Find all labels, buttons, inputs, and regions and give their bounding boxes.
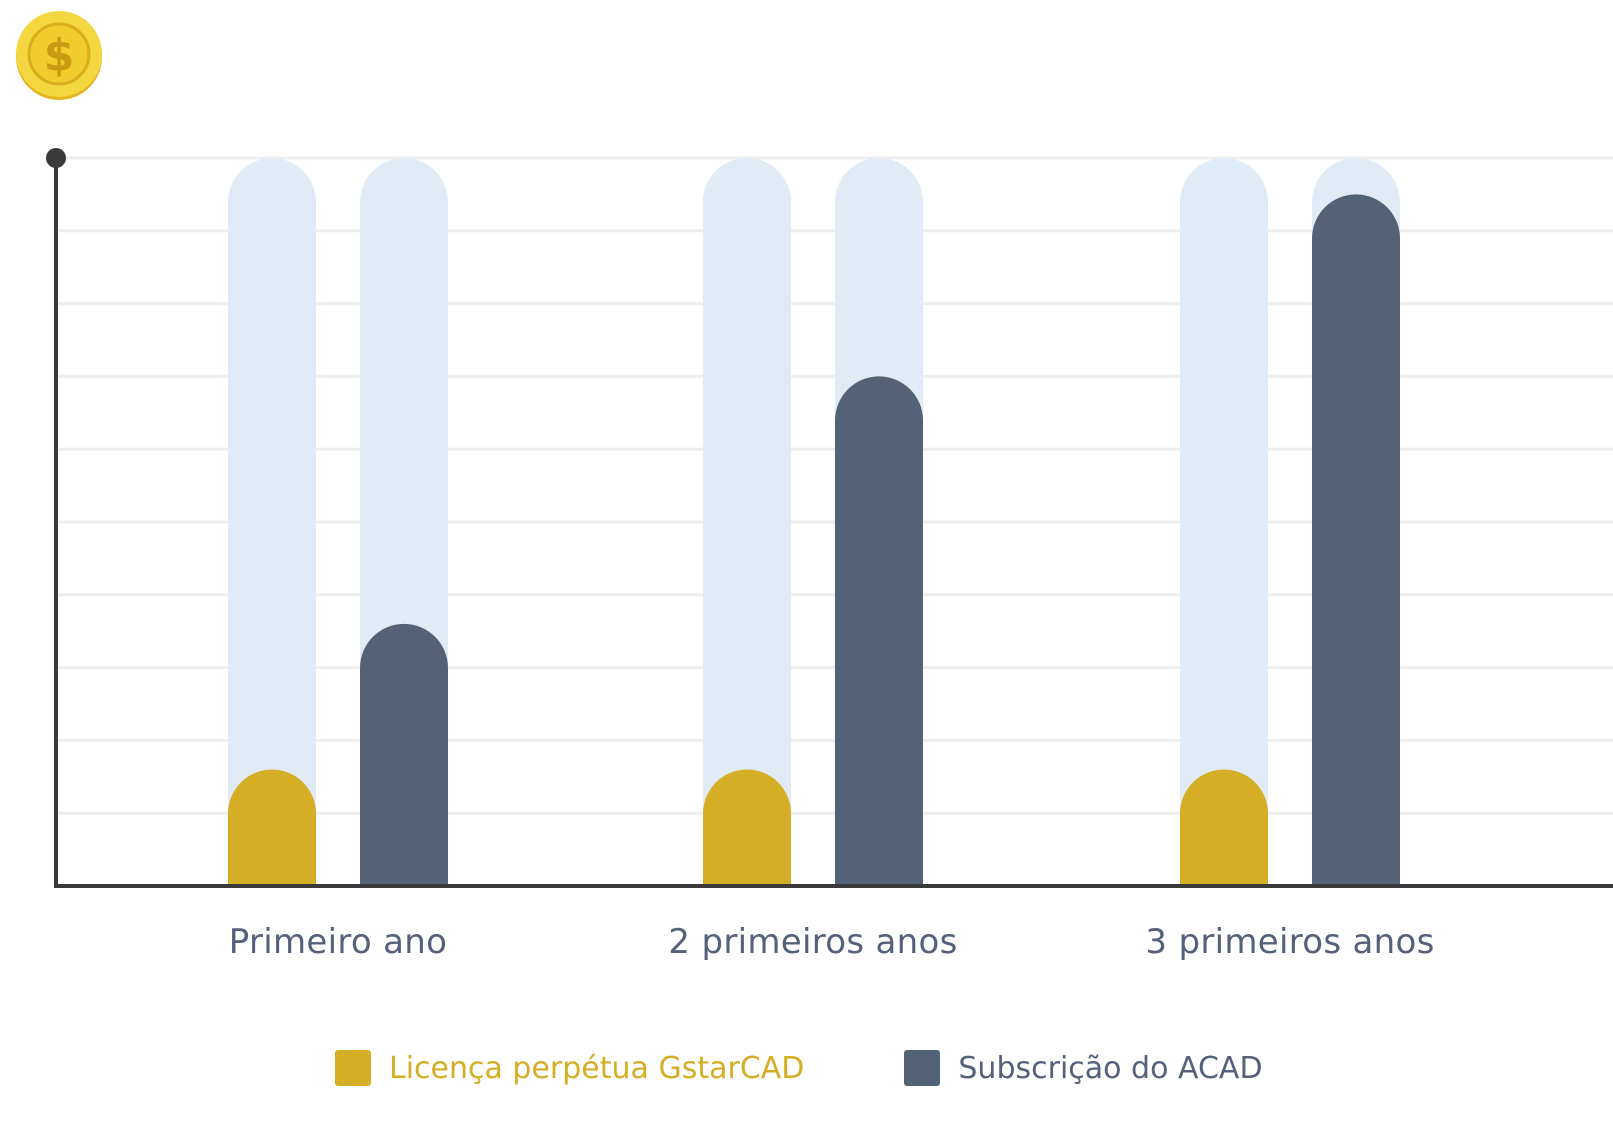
legend-swatch-gstarcad	[335, 1050, 371, 1086]
bar-track	[228, 158, 316, 886]
bar-acad	[835, 376, 923, 886]
bar-acad	[360, 623, 448, 886]
bar-gstarcad	[228, 769, 316, 886]
x-tick-label: 2 primeiros anos	[668, 922, 958, 962]
bar-track	[703, 158, 791, 886]
legend-item-acad: Subscrição do ACAD	[904, 1050, 1263, 1086]
legend-label-gstarcad: Licença perpétua GstarCAD	[389, 1050, 805, 1086]
legend-swatch-acad	[904, 1050, 941, 1086]
legend-label-acad: Subscrição do ACAD	[958, 1050, 1263, 1086]
x-tick-label: Primeiro ano	[228, 922, 448, 962]
svg-text:$: $	[44, 30, 75, 81]
bar-track	[1180, 158, 1268, 886]
bar-acad	[1312, 194, 1400, 886]
dollar-coin-icon: $	[16, 11, 102, 100]
legend-item-gstarcad: Licença perpétua GstarCAD	[335, 1050, 804, 1086]
legend: Licença perpétua GstarCAD Subscrição do …	[335, 1050, 1363, 1086]
y-axis-end-dot	[46, 148, 66, 168]
bar-gstarcad	[703, 769, 791, 886]
x-tick-label: 3 primeiros anos	[1145, 922, 1435, 962]
bar-gstarcad	[1180, 769, 1268, 886]
